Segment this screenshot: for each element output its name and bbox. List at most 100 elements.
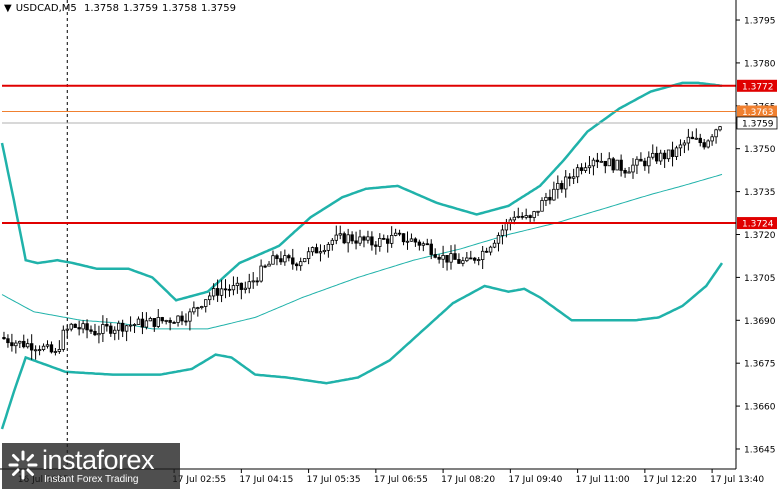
upper-band-line (0, 81, 723, 302)
level-price-tag (737, 105, 777, 118)
time-tick-label: 17 Jul 13:40 (710, 475, 764, 485)
candle-body (152, 318, 157, 327)
candle-body (560, 183, 564, 190)
candle-body (389, 235, 394, 244)
candle-body (662, 152, 667, 160)
candle-body (136, 318, 141, 325)
candle-body (200, 306, 204, 309)
candle-body (674, 147, 679, 157)
price-axis: 1.37951.37801.37651.37501.37351.37201.37… (735, 0, 781, 489)
candle-body (156, 317, 160, 327)
candle-body (120, 322, 125, 332)
candle-body (405, 240, 410, 243)
candle-body (346, 234, 350, 244)
candle-body (6, 338, 10, 344)
time-tick-label: 17 Jul 11:00 (576, 475, 630, 485)
candle-body (536, 210, 540, 213)
candle-body (105, 324, 109, 327)
candle-body (544, 196, 548, 201)
candle-body (291, 257, 295, 265)
candle-body (192, 307, 196, 313)
candle-body (496, 235, 501, 244)
price-tick-label: 1.3675 (744, 360, 776, 370)
candle-body (330, 239, 335, 245)
candle-body (358, 236, 362, 244)
candle-body (148, 318, 153, 322)
candle-body (322, 249, 327, 253)
candle-body (184, 320, 188, 323)
candle-body (556, 183, 560, 190)
candle-body (540, 200, 544, 212)
candle-body (57, 349, 62, 352)
time-tick-label: 17 Jul 08:20 (441, 475, 495, 485)
candle-body (219, 288, 224, 296)
candle-body (259, 265, 263, 282)
candle-body (619, 159, 623, 171)
candle-body (437, 256, 441, 260)
candle-body (449, 253, 453, 263)
candle-body (575, 167, 580, 178)
candle-body (10, 342, 14, 347)
candle-body (85, 323, 89, 331)
candle-body (334, 234, 338, 241)
candle-body (714, 129, 718, 138)
candle-body (670, 149, 675, 157)
candle-body (168, 320, 172, 323)
candle-body (417, 241, 422, 246)
candle-body (532, 211, 536, 218)
candle-body (235, 282, 240, 286)
logo-brand: instaforex (42, 445, 155, 475)
candle-body (413, 238, 418, 243)
candle-body (211, 288, 216, 297)
price-tick-label: 1.3645 (744, 445, 776, 455)
candle-body (465, 257, 469, 262)
candle-body (615, 159, 619, 171)
symbol-name: USDCAD,M5 (15, 3, 77, 14)
candle-body (603, 160, 607, 167)
candle-body (421, 243, 426, 246)
candle-body (488, 246, 493, 253)
candles (2, 125, 722, 360)
candle-body (18, 340, 22, 344)
candle-body (97, 333, 101, 336)
candle-body (647, 156, 651, 167)
candle-body (567, 176, 572, 179)
candle-body (651, 152, 655, 158)
candle-body (370, 236, 374, 246)
candle-body (607, 158, 611, 167)
candle-body (49, 344, 54, 353)
candle-body (583, 167, 588, 171)
horizontal-levels[interactable] (2, 0, 736, 469)
price-tick-label: 1.3720 (744, 231, 776, 241)
level-price-tag (737, 79, 777, 92)
candle-body (354, 240, 358, 244)
candle-body (599, 160, 604, 163)
candle-body (318, 251, 323, 254)
candle-body (326, 243, 331, 251)
candle-body (686, 136, 691, 144)
candle-body (204, 299, 208, 307)
candle-body (393, 232, 398, 236)
candle-body (690, 136, 695, 140)
candle-body (77, 327, 81, 330)
price-tick-label: 1.3795 (744, 17, 776, 27)
candle-body (587, 165, 592, 169)
candle-body (524, 215, 528, 218)
candle-body (172, 322, 176, 324)
price-tick-label: 1.3690 (744, 317, 776, 327)
level-price-label: 1.3763 (742, 108, 774, 118)
candle-body (338, 233, 342, 236)
candle-body (164, 320, 168, 322)
candle-body (591, 159, 596, 167)
candle-body (678, 144, 683, 149)
dropdown-triangle-icon[interactable]: ▼ (4, 3, 12, 14)
candle-body (595, 159, 600, 163)
candle-body (682, 142, 687, 146)
candle-body (109, 325, 113, 334)
candle-body (623, 170, 627, 174)
candle-body (61, 329, 66, 350)
candle-body (89, 329, 93, 332)
